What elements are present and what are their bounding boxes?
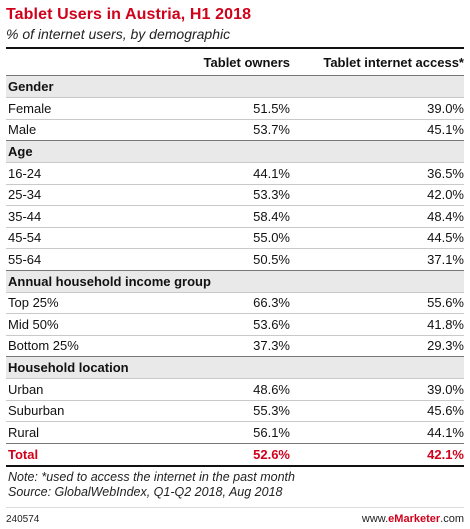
row-access-value: 45.1% [427, 122, 464, 138]
row-access-value: 39.0% [427, 381, 464, 397]
table-row: 55-64 50.5% 37.1% [6, 248, 464, 270]
brand-name: eMarketer [388, 513, 441, 525]
section-header: Age [6, 140, 464, 162]
row-access-value: 37.1% [427, 251, 464, 267]
row-access-value: 29.3% [427, 338, 464, 354]
source-text: Source: GlobalWebIndex, Q1-Q2 2018, Aug … [8, 484, 283, 499]
row-label: Suburban [8, 403, 65, 419]
row-label: 25-34 [8, 187, 42, 203]
section-header: Annual household income group [6, 269, 464, 292]
page-subtitle: % of internet users, by demographic [6, 26, 231, 42]
table-row: Suburban 55.3% 45.6% [6, 399, 464, 422]
footer: 240574 www.eMarketer.com [6, 507, 464, 528]
footnote: Note: *used to access the internet in th… [6, 470, 464, 500]
report-card: Tablet Users in Austria, H1 2018 % of in… [6, 6, 464, 500]
table-row: Male 53.7% 45.1% [6, 118, 464, 141]
row-label: Urban [8, 381, 44, 397]
row-owners-value: 44.1% [253, 165, 290, 181]
row-owners-value: 51.5% [253, 100, 290, 116]
row-access-value: 41.8% [427, 316, 464, 332]
row-label: Male [8, 122, 37, 138]
table-row: 16-24 44.1% 36.5% [6, 162, 464, 184]
row-label: 35-44 [8, 208, 42, 224]
brand-suffix: .com [440, 513, 464, 525]
row-owners-value: 37.3% [253, 338, 290, 354]
row-owners-value: 50.5% [253, 251, 290, 267]
total-owners: 52.6% [253, 446, 290, 462]
table-row: Urban 48.6% 39.0% [6, 378, 464, 400]
row-label: Bottom 25% [8, 338, 79, 354]
column-header-access: Tablet internet access* [323, 54, 464, 70]
row-label: Female [8, 100, 52, 116]
row-label: 55-64 [8, 251, 42, 267]
row-access-value: 44.5% [427, 230, 464, 246]
brand-prefix: www. [361, 513, 389, 525]
row-owners-value: 48.6% [253, 381, 290, 397]
row-owners-value: 53.7% [253, 122, 290, 138]
row-access-value: 48.4% [427, 208, 464, 224]
brand-logo: www.eMarketer.com [362, 513, 464, 525]
row-access-value: 36.5% [427, 165, 464, 181]
total-row: Total 52.6% 42.1% [6, 442, 464, 467]
row-owners-value: 53.6% [253, 316, 290, 332]
page-title: Tablet Users in Austria, H1 2018 [6, 6, 252, 23]
row-owners-value: 55.3% [253, 403, 290, 419]
row-owners-value: 58.4% [253, 208, 290, 224]
row-label: 16-24 [8, 165, 42, 181]
section-header: Household location [6, 356, 464, 378]
row-owners-value: 53.3% [253, 187, 290, 203]
column-header-owners: Tablet owners [203, 54, 290, 70]
table-row: Rural 56.1% 44.1% [6, 421, 464, 443]
note-text: Note: *used to access the internet in th… [8, 469, 295, 484]
table-row: Mid 50% 53.6% 41.8% [6, 313, 464, 335]
row-owners-value: 55.0% [253, 230, 290, 246]
row-owners-value: 56.1% [253, 424, 290, 440]
row-label: Mid 50% [8, 316, 59, 332]
total-access: 42.1% [427, 446, 464, 462]
section-header: Gender [6, 75, 464, 97]
table-row: 35-44 58.4% 48.4% [6, 205, 464, 227]
table-row: Bottom 25% 37.3% 29.3% [6, 334, 464, 357]
row-label: 45-54 [8, 230, 42, 246]
row-access-value: 55.6% [427, 295, 464, 311]
chart-id: 240574 [6, 513, 40, 525]
row-label: Top 25% [8, 295, 59, 311]
table-body: Gender Female 51.5% 39.0% Male 53.7% 45.1% Age 1… [6, 75, 464, 443]
table-row: 45-54 55.0% 44.5% [6, 226, 464, 249]
row-owners-value: 66.3% [253, 295, 290, 311]
column-header-row: Tablet owners Tablet internet access* [6, 47, 464, 75]
row-access-value: 39.0% [427, 100, 464, 116]
table-row: Female 51.5% 39.0% [6, 97, 464, 119]
table-row: 25-34 53.3% 42.0% [6, 183, 464, 206]
table-row: Top 25% 66.3% 55.6% [6, 291, 464, 314]
row-access-value: 44.1% [427, 424, 464, 440]
total-label: Total [8, 446, 39, 462]
row-access-value: 42.0% [427, 187, 464, 203]
row-label: Rural [8, 424, 40, 440]
row-access-value: 45.6% [427, 403, 464, 419]
